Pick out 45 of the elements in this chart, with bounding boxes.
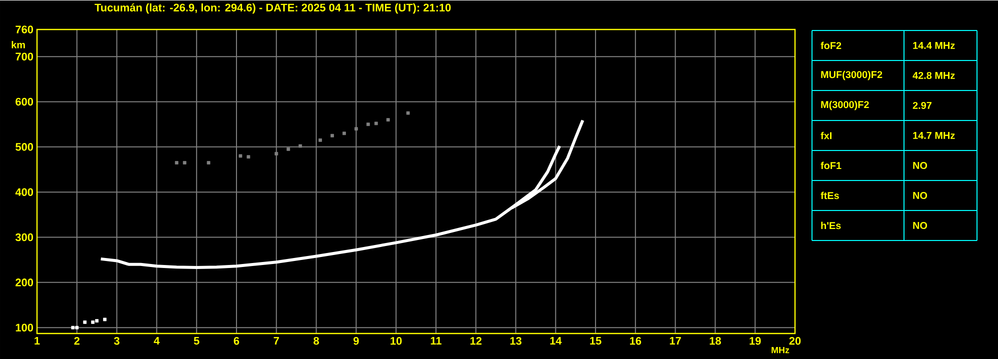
- text: NO: [913, 162, 928, 169]
- x-tick-label: 2: [74, 336, 80, 344]
- x-tick-label: 8: [314, 336, 319, 345]
- x-tick-label: 13: [510, 336, 522, 345]
- x-tick-label: 6: [234, 336, 240, 345]
- text: 14.4 MHz: [913, 42, 955, 49]
- text: foF1: [820, 162, 842, 169]
- x-tick-label: 17: [670, 336, 681, 344]
- x-tick-label: 12: [470, 336, 482, 344]
- x-tick-label: 15: [590, 336, 602, 344]
- x-tick-label: 10: [390, 336, 402, 345]
- x-tick-label: 1: [34, 336, 40, 344]
- text: 42.8 MHz: [912, 72, 955, 79]
- text: NO: [913, 192, 928, 199]
- text: M(3000)F2: [821, 100, 869, 110]
- x-tick-label: 4: [154, 336, 160, 344]
- x-tick-label: 20: [789, 336, 801, 345]
- y-tick-label: 500: [16, 142, 34, 151]
- x-tick-label: 3: [114, 336, 120, 345]
- text: MUF(3000)F2: [821, 70, 882, 80]
- y-tick-label: 300: [15, 233, 34, 241]
- x-axis-title: MHz: [772, 346, 790, 353]
- y-tick-label: 400: [15, 188, 34, 196]
- text: ftEs: [820, 192, 839, 199]
- x-tick-label: 16: [630, 336, 642, 345]
- x-tick-label: 14: [550, 336, 562, 344]
- y-tick-label: 600: [16, 98, 34, 106]
- x-tick-label: 7: [274, 336, 279, 344]
- text: foF2: [820, 42, 842, 49]
- x-tick-label: 19: [750, 336, 761, 345]
- y-axis-title: km: [12, 40, 25, 48]
- y-tick-label: 100: [16, 323, 34, 332]
- x-tick-label: 11: [430, 336, 442, 344]
- text: 2.97: [912, 102, 932, 109]
- text: NO: [913, 222, 928, 229]
- text: 14.7 MHz: [913, 132, 955, 139]
- text: fxI: [820, 132, 832, 139]
- text: h'Es: [821, 222, 841, 229]
- x-tick-label: 5: [194, 336, 200, 344]
- y-tick-label: 200: [16, 278, 34, 286]
- y-tick-label: 760: [16, 25, 34, 34]
- y-tick-label: 700: [16, 52, 34, 60]
- x-tick-label: 9: [353, 336, 359, 345]
- x-tick-label: 18: [710, 336, 721, 345]
- chart-title: Tucumán (lat: -26.9, lon: 294.6) - DATE: 2025 04 11 - TIME (UT): 21:10: [94, 3, 451, 14]
